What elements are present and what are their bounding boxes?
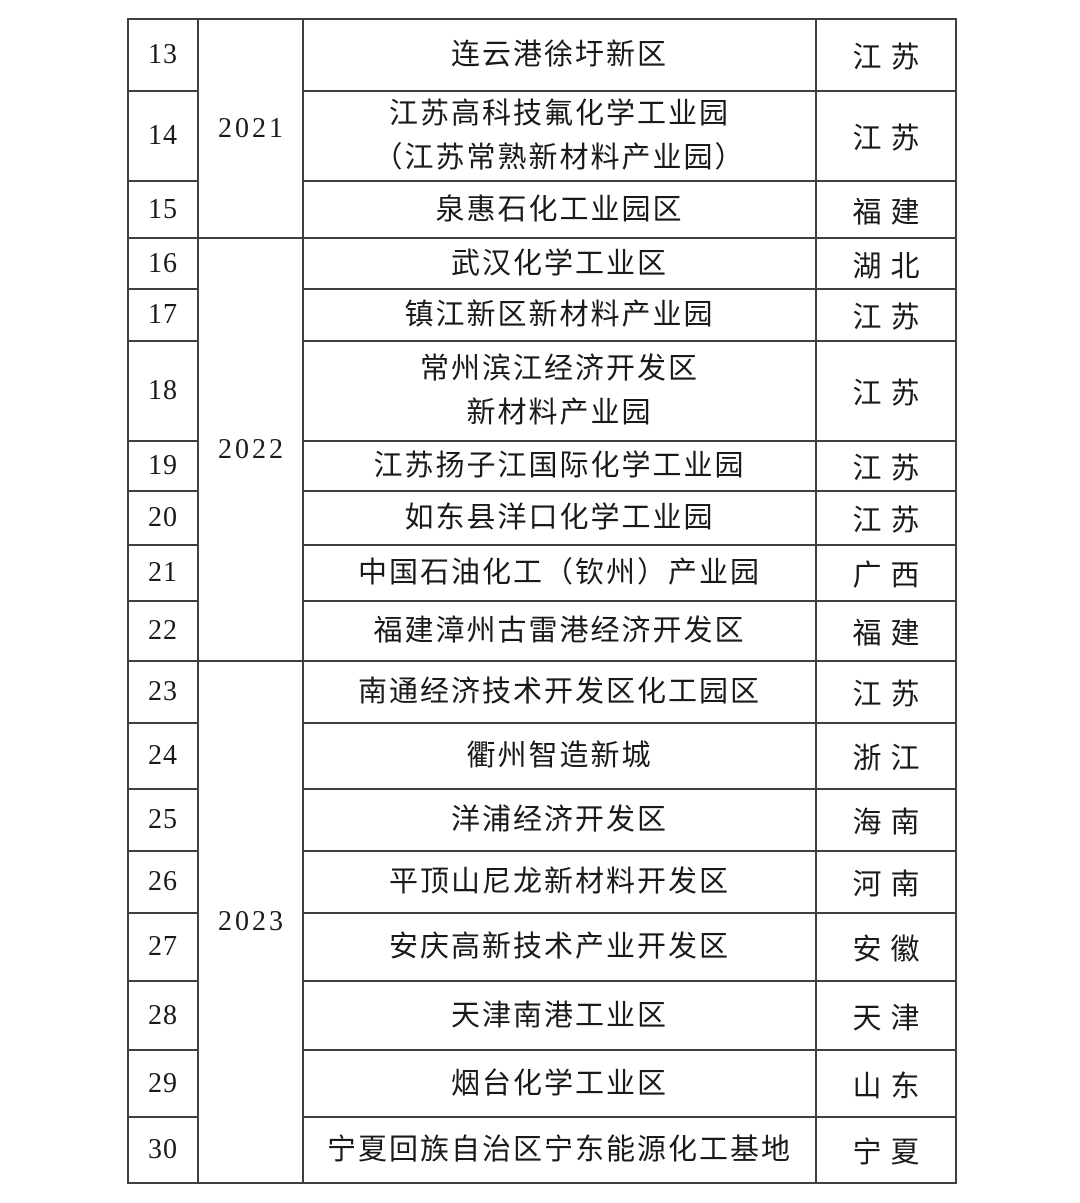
- park-name-cell: 洋浦经济开发区: [302, 788, 817, 852]
- row-number-cell: 21: [127, 544, 199, 602]
- park-name-cell: 南通经济技术开发区化工园区: [302, 660, 817, 724]
- province-cell: 安徽: [815, 912, 957, 982]
- province-cell: 山东: [815, 1049, 957, 1118]
- table-row: 19 江苏扬子江国际化学工业园 江苏: [127, 440, 957, 492]
- park-name-cell: 宁夏回族自治区宁东能源化工基地: [302, 1116, 817, 1184]
- table-row: 16 2022 武汉化学工业区 湖北: [127, 237, 957, 662]
- park-name-cell: 常州滨江经济开发区 新材料产业园: [302, 340, 817, 442]
- park-name-cell: 如东县洋口化学工业园: [302, 490, 817, 546]
- table-row: 15 泉惠石化工业园区 福建: [127, 180, 957, 239]
- row-number-cell: 18: [127, 340, 199, 442]
- row-number-cell: 29: [127, 1049, 199, 1118]
- park-name-cell: 泉惠石化工业园区: [302, 180, 817, 239]
- table-row: 27 安庆高新技术产业开发区 安徽: [127, 912, 957, 982]
- table-row: 22 福建漳州古雷港经济开发区 福建: [127, 600, 957, 662]
- province-cell: 江苏: [815, 660, 957, 724]
- row-number-cell: 30: [127, 1116, 199, 1184]
- table-row: 25 洋浦经济开发区 海南: [127, 788, 957, 852]
- year-cell-2023: 2023: [197, 660, 304, 1184]
- province-cell: 江苏: [815, 18, 957, 92]
- province-cell: 湖北: [815, 237, 957, 290]
- park-name-cell: 江苏高科技氟化学工业园 （江苏常熟新材料产业园）: [302, 90, 817, 182]
- table-row: 17 镇江新区新材料产业园 江苏: [127, 288, 957, 342]
- row-number-cell: 19: [127, 440, 199, 492]
- province-cell: 江苏: [815, 490, 957, 546]
- row-number-cell: 26: [127, 850, 199, 914]
- table-row: 21 中国石油化工（钦州）产业园 广西: [127, 544, 957, 602]
- year-cell-2021: 2021: [197, 18, 304, 239]
- park-name-cell: 连云港徐圩新区: [302, 18, 817, 92]
- table-row: 28 天津南港工业区 天津: [127, 980, 957, 1051]
- row-number-cell: 23: [127, 660, 199, 724]
- row-number-cell: 16: [127, 237, 199, 290]
- park-name-cell: 镇江新区新材料产业园: [302, 288, 817, 342]
- table-row: 24 衢州智造新城 浙江: [127, 722, 957, 790]
- row-number-cell: 14: [127, 90, 199, 182]
- row-number-cell: 24: [127, 722, 199, 790]
- province-cell: 江苏: [815, 90, 957, 182]
- row-number-cell: 15: [127, 180, 199, 239]
- row-number-cell: 22: [127, 600, 199, 662]
- row-number-cell: 20: [127, 490, 199, 546]
- row-number-cell: 13: [127, 18, 199, 92]
- row-number-cell: 17: [127, 288, 199, 342]
- row-number-cell: 27: [127, 912, 199, 982]
- park-name-cell: 福建漳州古雷港经济开发区: [302, 600, 817, 662]
- table-row: 26 平顶山尼龙新材料开发区 河南: [127, 850, 957, 914]
- province-cell: 福建: [815, 180, 957, 239]
- table-row: 23 2023 南通经济技术开发区化工园区 江苏: [127, 660, 957, 1184]
- park-name-cell: 安庆高新技术产业开发区: [302, 912, 817, 982]
- province-cell: 天津: [815, 980, 957, 1051]
- year-cell-2022: 2022: [197, 237, 304, 662]
- province-cell: 广西: [815, 544, 957, 602]
- province-cell: 福建: [815, 600, 957, 662]
- province-cell: 宁夏: [815, 1116, 957, 1184]
- row-number-cell: 28: [127, 980, 199, 1051]
- province-cell: 河南: [815, 850, 957, 914]
- table-row: 14 江苏高科技氟化学工业园 （江苏常熟新材料产业园） 江苏: [127, 90, 957, 182]
- table-row: 13 2021 连云港徐圩新区 江苏: [127, 18, 957, 239]
- row-number-cell: 25: [127, 788, 199, 852]
- park-name-cell: 天津南港工业区: [302, 980, 817, 1051]
- province-cell: 浙江: [815, 722, 957, 790]
- province-cell: 江苏: [815, 340, 957, 442]
- park-list-table: 13 2021 连云港徐圩新区 江苏 14 江苏高科技氟化学工业园 （江苏常熟新…: [127, 18, 957, 1184]
- province-cell: 江苏: [815, 288, 957, 342]
- park-name-cell: 江苏扬子江国际化学工业园: [302, 440, 817, 492]
- table-row: 30 宁夏回族自治区宁东能源化工基地 宁夏: [127, 1116, 957, 1184]
- park-name-cell: 平顶山尼龙新材料开发区: [302, 850, 817, 914]
- park-name-cell: 烟台化学工业区: [302, 1049, 817, 1118]
- province-cell: 江苏: [815, 440, 957, 492]
- table-row: 29 烟台化学工业区 山东: [127, 1049, 957, 1118]
- province-cell: 海南: [815, 788, 957, 852]
- park-name-cell: 衢州智造新城: [302, 722, 817, 790]
- park-name-cell: 中国石油化工（钦州）产业园: [302, 544, 817, 602]
- table-row: 20 如东县洋口化学工业园 江苏: [127, 490, 957, 546]
- park-name-cell: 武汉化学工业区: [302, 237, 817, 290]
- table-row: 18 常州滨江经济开发区 新材料产业园 江苏: [127, 340, 957, 442]
